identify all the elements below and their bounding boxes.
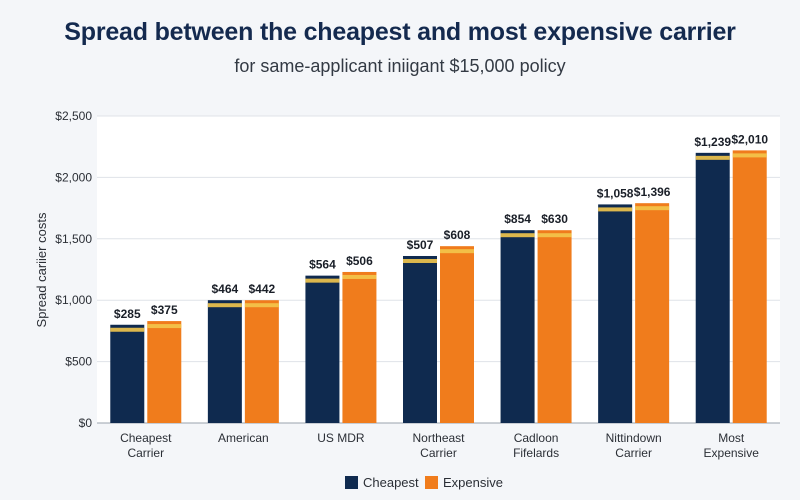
bars [110, 150, 767, 423]
bar-cheapest [695, 152, 730, 423]
data-label-expensive: $375 [151, 303, 178, 317]
y-tick-label: $1,500 [55, 232, 92, 246]
bar-expensive [635, 203, 670, 423]
data-label-expensive: $506 [346, 254, 373, 268]
data-label-cheapest: $285 [114, 307, 141, 321]
x-category-label: Cheapest [120, 431, 172, 445]
legend-swatch-cheapest [345, 476, 358, 489]
legend-label-expensive: Expensive [443, 475, 503, 490]
x-category-label: Expensive [704, 446, 760, 460]
x-category-label: Carrier [615, 446, 652, 460]
bar-highlight [537, 233, 572, 238]
bar-highlight [244, 303, 279, 308]
bar-expensive [440, 246, 474, 423]
y-tick-label: $2,000 [55, 170, 92, 184]
data-label-cheapest: $507 [407, 238, 434, 252]
data-label-cheapest: $464 [212, 282, 239, 296]
bar-cheapest [500, 230, 535, 423]
bar-cheapest [207, 300, 242, 423]
bar-highlight [207, 303, 242, 308]
chart-subtitle: for same-applicant iniigant $15,000 poli… [234, 56, 566, 76]
bar-highlight [732, 153, 767, 158]
x-category-label: Fifelards [513, 446, 559, 460]
data-label-cheapest: $854 [504, 212, 531, 226]
plot-area [97, 116, 780, 423]
legend: Cheapest Expensive [345, 475, 503, 490]
chart-title: Spread between the cheapest and most exp… [64, 18, 736, 46]
bar-highlight [305, 278, 340, 283]
bar-highlight [500, 233, 535, 238]
legend-swatch-expensive [425, 476, 438, 489]
bar-cheapest [305, 275, 340, 423]
data-label-expensive: $2,010 [731, 132, 768, 146]
data-label-cheapest: $1,239 [694, 135, 731, 149]
bar-cheapest [403, 255, 437, 423]
bar-highlight [695, 155, 730, 160]
bar-highlight [110, 327, 145, 332]
data-labels: $285 $375 $464 $442 $564 $506 $507 $608 $854 $630… [114, 132, 768, 320]
x-category-label: American [218, 431, 269, 445]
y-tick-label: $500 [65, 355, 92, 369]
data-label-cheapest: $564 [309, 258, 336, 272]
bar-cheapest [110, 324, 145, 423]
y-axis-title: Spread cariier costs [34, 212, 49, 327]
data-label-expensive: $442 [249, 282, 276, 296]
x-category-label: Most [718, 431, 745, 445]
y-tick-label: $2,500 [55, 109, 92, 123]
x-category-label: Cadloon [514, 431, 559, 445]
bar-highlight [403, 258, 437, 263]
data-label-expensive: $608 [444, 228, 471, 242]
y-tick-label: $0 [79, 416, 93, 430]
bar-expensive [537, 230, 572, 423]
y-tick-label: $1,000 [55, 293, 92, 307]
x-category-label: Carrier [127, 446, 164, 460]
data-label-expensive: $630 [541, 212, 568, 226]
bar-expensive [732, 150, 767, 423]
x-category-label: Nittindown [606, 431, 662, 445]
x-category-label: Carrier [420, 446, 457, 460]
x-category-label: Northeast [412, 431, 465, 445]
bar-highlight [635, 206, 670, 211]
bar-highlight [342, 274, 377, 279]
bar-highlight [598, 207, 633, 212]
bar-cheapest [598, 204, 633, 423]
bar-highlight [147, 324, 182, 329]
y-axis-ticks: $0 $500 $1,000 $1,500 $2,000 $2,500 [55, 109, 92, 430]
bar-expensive [244, 300, 279, 423]
x-category-label: US MDR [317, 431, 365, 445]
data-label-expensive: $1,396 [634, 185, 671, 199]
data-label-cheapest: $1,058 [597, 186, 634, 200]
bar-highlight [440, 249, 474, 254]
bar-expensive [147, 321, 182, 423]
bar-expensive [342, 271, 377, 423]
legend-label-cheapest: Cheapest [363, 475, 419, 490]
